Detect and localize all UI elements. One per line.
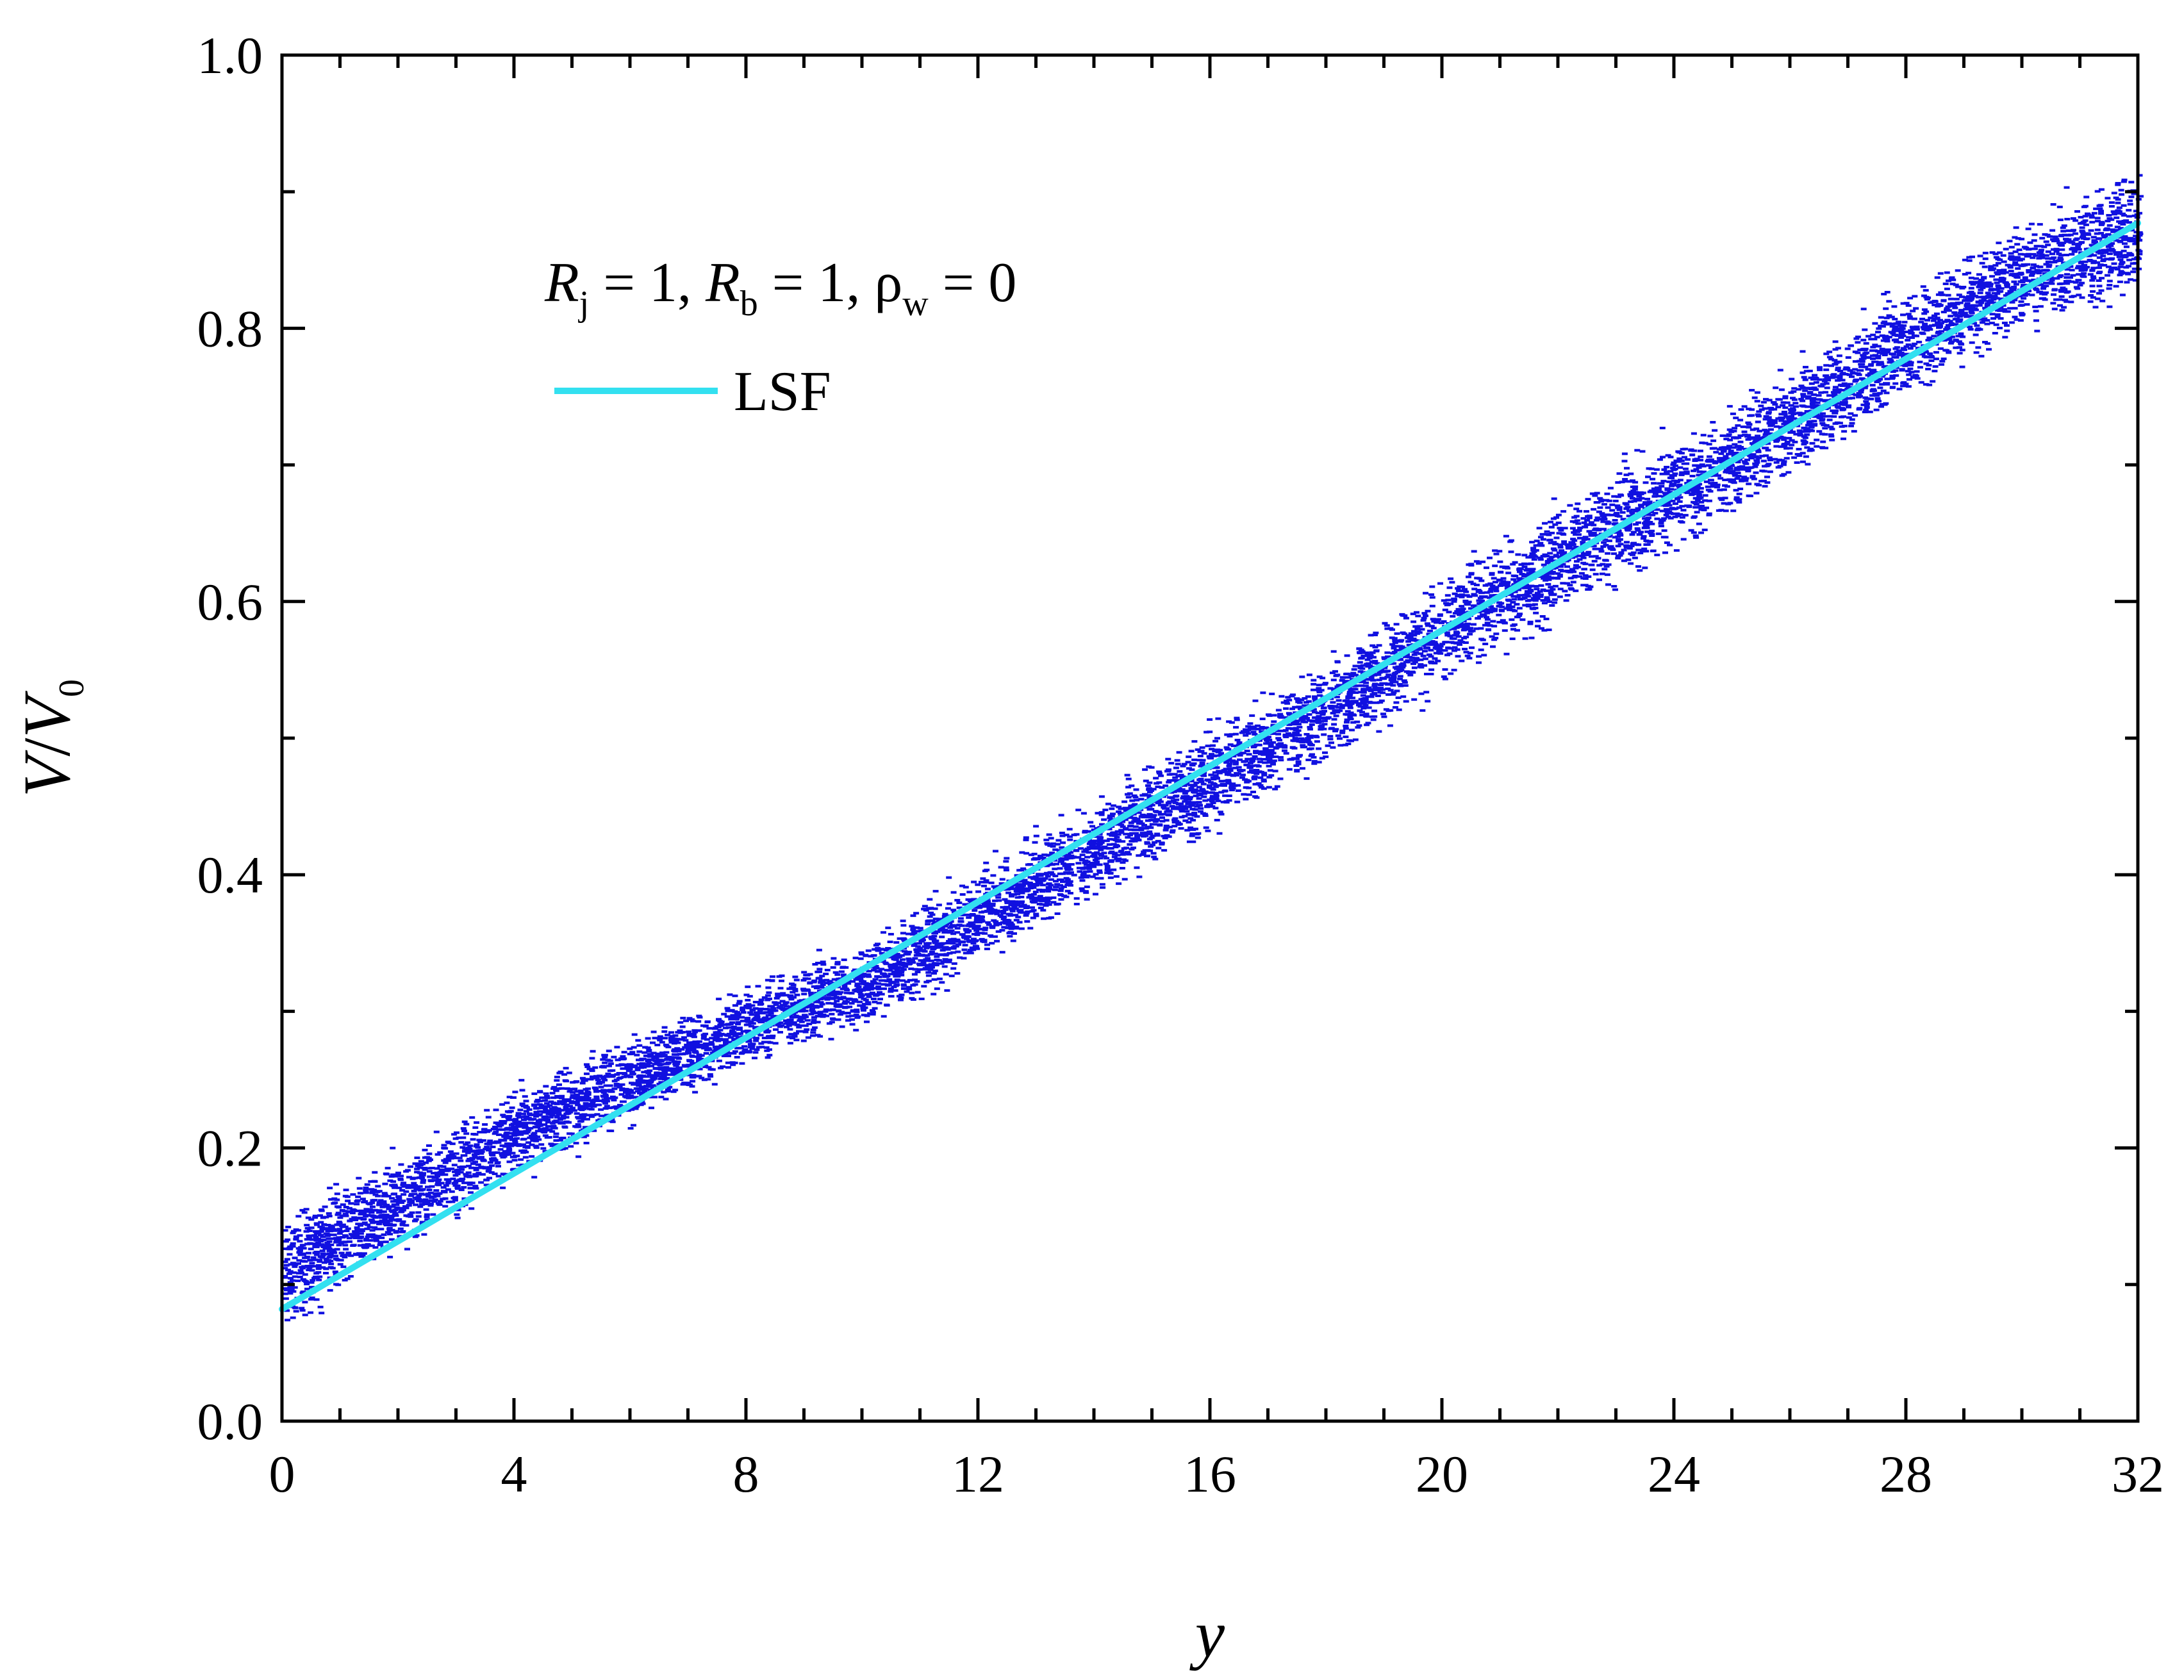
y-tick-label: 0.0 — [197, 1392, 263, 1451]
y-axis-title: V/V0 — [10, 679, 92, 797]
y-axis-title-subscript: 0 — [52, 679, 92, 697]
x-tick-label: 16 — [1184, 1445, 1236, 1503]
y-tick-label: 0.6 — [197, 573, 263, 631]
x-tick-label: 4 — [501, 1445, 527, 1503]
x-tick-label: 12 — [952, 1445, 1004, 1503]
x-tick-label: 32 — [2112, 1445, 2164, 1503]
x-tick-label: 0 — [269, 1445, 295, 1503]
x-tick-label: 28 — [1880, 1445, 1932, 1503]
y-tick-label: 0.8 — [197, 299, 263, 358]
y-tick-label: 0.4 — [197, 846, 263, 904]
y-axis-title-slash: / — [10, 737, 84, 756]
lsf-fit-line — [279, 220, 2141, 1313]
y-axis-title-v: V — [10, 750, 84, 797]
x-tick-label: 24 — [1648, 1445, 1700, 1503]
y-axis-tick-labels: 0.0 0.2 0.4 0.6 0.8 1.0 — [197, 26, 263, 1451]
x-axis-tick-labels: 0 4 8 12 16 20 24 28 32 — [269, 1445, 2165, 1503]
y-tick-label: 1.0 — [197, 26, 263, 85]
legend: LSF — [554, 361, 831, 423]
axis-ticks — [280, 53, 2140, 1423]
y-axis-title-v2: V — [10, 691, 84, 738]
x-tick-label: 8 — [733, 1445, 759, 1503]
y-tick-label: 0.2 — [197, 1119, 263, 1178]
x-axis-title: y — [1189, 1597, 1225, 1671]
parameter-annotation: Rj = 1, Rb = 1, ρw = 0 — [544, 252, 1016, 324]
legend-label-lsf: LSF — [734, 361, 831, 423]
x-tick-label: 20 — [1416, 1445, 1468, 1503]
